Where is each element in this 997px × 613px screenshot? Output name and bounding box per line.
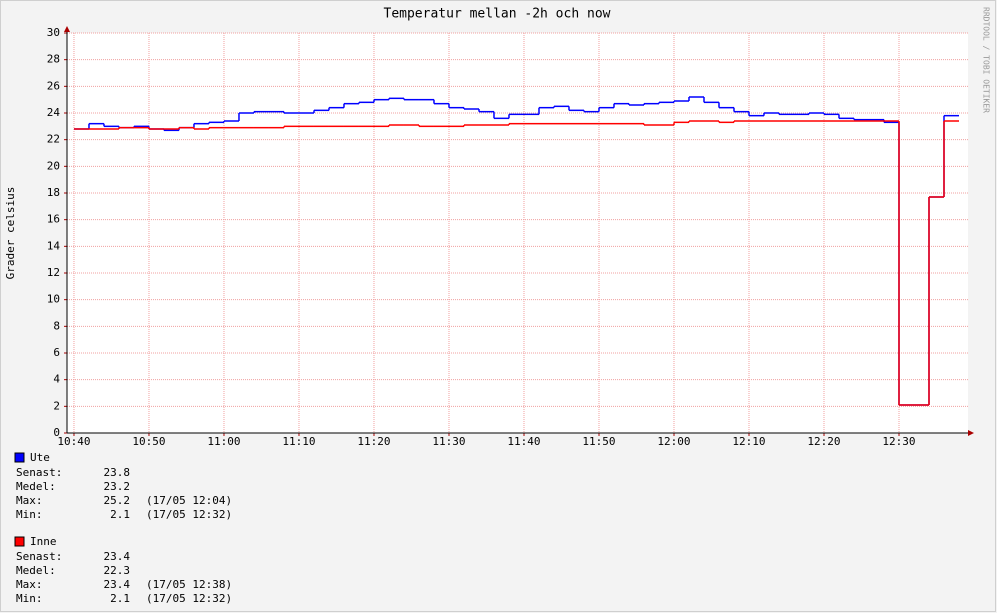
y-tick-label: 20 <box>47 159 60 172</box>
x-tick-label: 12:10 <box>732 435 765 448</box>
y-tick-label: 4 <box>53 373 60 386</box>
stat-label: Min: <box>16 508 43 521</box>
y-axis-arrow <box>64 26 70 32</box>
stat-value: 2.1 <box>110 508 130 521</box>
stat-label: Min: <box>16 592 43 605</box>
chart-title: Temperatur mellan -2h och now <box>384 7 611 22</box>
x-tick-label: 11:20 <box>357 435 390 448</box>
stat-value: 23.8 <box>104 466 131 479</box>
y-tick-label: 10 <box>47 293 60 306</box>
y-tick-label: 28 <box>47 53 60 66</box>
stat-value: 23.4 <box>104 550 131 563</box>
y-tick-label: 6 <box>53 346 60 359</box>
stat-label: Medel: <box>16 480 56 493</box>
stat-value: 23.2 <box>104 480 131 493</box>
y-axis-label: Grader celsius <box>4 187 17 280</box>
legend-swatch <box>14 452 25 463</box>
stat-label: Senast: <box>16 550 62 563</box>
y-tick-label: 22 <box>47 133 60 146</box>
x-tick-label: 11:40 <box>507 435 540 448</box>
stat-value: 23.4 <box>104 578 131 591</box>
stat-label: Senast: <box>16 466 62 479</box>
x-tick-label: 11:10 <box>282 435 315 448</box>
x-tick-label: 11:30 <box>432 435 465 448</box>
stat-label: Medel: <box>16 564 56 577</box>
stat-label: Max: <box>16 494 43 507</box>
y-tick-label: 0 <box>53 426 60 439</box>
y-tick-label: 8 <box>53 319 60 332</box>
y-tick-label: 14 <box>47 239 61 252</box>
axes <box>64 26 974 436</box>
y-tick-label: 18 <box>47 186 60 199</box>
stat-value: 22.3 <box>104 564 131 577</box>
stat-time: (17/05 12:38) <box>146 578 232 591</box>
x-tick-label: 12:00 <box>657 435 690 448</box>
stat-value: 25.2 <box>104 494 131 507</box>
stat-time: (17/05 12:32) <box>146 508 232 521</box>
stat-label: Max: <box>16 578 43 591</box>
y-tick-label: 26 <box>47 79 60 92</box>
x-tick-label: 12:20 <box>807 435 840 448</box>
y-tick-label: 30 <box>47 26 60 39</box>
stat-time: (17/05 12:32) <box>146 592 232 605</box>
legend: Ute Senast: 23.8 Medel: 23.2 Max: 25.2 (17/05 1… <box>14 451 232 605</box>
x-tick-label: 11:00 <box>207 435 240 448</box>
y-tick-label: 16 <box>47 213 60 226</box>
legend-label: Inne <box>30 535 57 548</box>
x-tick-label: 10:40 <box>57 435 90 448</box>
x-tick-label: 12:30 <box>882 435 915 448</box>
plot-lines <box>73 96 959 406</box>
y-tick-label: 12 <box>47 266 60 279</box>
legend-swatch <box>14 536 25 547</box>
y-tick-label: 24 <box>47 106 61 119</box>
x-tick-label: 11:50 <box>582 435 615 448</box>
plot-area <box>67 33 968 433</box>
stat-time: (17/05 12:04) <box>146 494 232 507</box>
stat-value: 2.1 <box>110 592 130 605</box>
x-tick-label: 10:50 <box>132 435 165 448</box>
legend-label: Ute <box>30 451 50 464</box>
x-axis-arrow <box>968 430 974 436</box>
watermark: RRDTOOL / TOBI OETIKER <box>982 7 991 113</box>
y-tick-label: 2 <box>53 399 60 412</box>
